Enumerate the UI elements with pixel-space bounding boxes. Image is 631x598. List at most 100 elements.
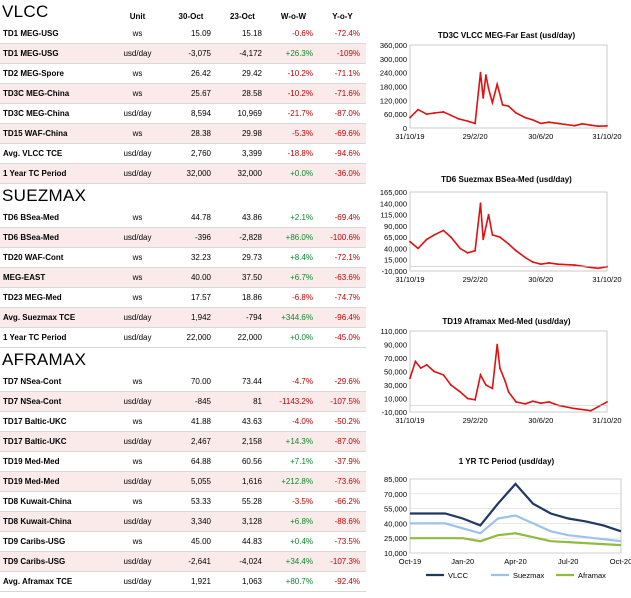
data-point bbox=[524, 403, 527, 405]
section-suezmax: SUEZMAX TD6 BSea-Med ws 44.78 43.86 +2.1% -69.… bbox=[0, 184, 366, 348]
data-point bbox=[496, 343, 499, 346]
yoy-change-cell: -92.4% bbox=[319, 571, 366, 592]
previous-value-cell: -4,024 bbox=[217, 551, 268, 572]
previous-value-cell: 81 bbox=[217, 391, 268, 412]
table-row: TD23 MEG-Med ws 17.57 18.86 -6.8% -74.7% bbox=[0, 287, 366, 308]
data-point bbox=[531, 400, 534, 403]
data-point bbox=[466, 397, 469, 400]
y-tick-label: 70,000 bbox=[384, 354, 407, 363]
previous-value-cell: 43.86 bbox=[217, 208, 268, 228]
table-row: Avg. Suezmax TCE usd/day 1,942 -794 +344.6% -… bbox=[0, 307, 366, 328]
current-value-cell: 40.00 bbox=[165, 267, 217, 288]
previous-value-cell: 29.73 bbox=[217, 247, 268, 268]
data-point bbox=[450, 114, 452, 117]
unit-cell: ws bbox=[110, 83, 165, 104]
data-point bbox=[548, 262, 550, 264]
legend-label: Suezmax bbox=[513, 571, 545, 580]
wow-change-cell: -18.8% bbox=[268, 143, 319, 164]
data-point bbox=[450, 236, 452, 238]
data-point bbox=[487, 87, 490, 90]
x-tick-label: Oct-19 bbox=[399, 557, 422, 566]
data-point bbox=[433, 234, 436, 236]
data-point bbox=[417, 247, 419, 250]
wow-change-cell: -3.5% bbox=[268, 491, 319, 512]
current-value-cell: 45.00 bbox=[165, 531, 217, 552]
table-row: TD3C MEG-China usd/day 8,594 10,969 -21.7% -8… bbox=[0, 103, 366, 124]
previous-value-cell: 29.98 bbox=[217, 123, 268, 144]
unit-cell: ws bbox=[110, 531, 165, 552]
wow-change-cell: -4.0% bbox=[268, 411, 319, 432]
unit-cell: usd/day bbox=[110, 511, 165, 532]
unit-cell: usd/day bbox=[110, 143, 165, 164]
route-cell: Avg. Aframax TCE bbox=[0, 571, 110, 592]
current-value-cell: 5,055 bbox=[165, 471, 217, 492]
yoy-change-cell: -107.5% bbox=[319, 391, 366, 412]
current-value-cell: 25.67 bbox=[165, 83, 217, 104]
previous-value-cell: 3,128 bbox=[217, 511, 268, 532]
previous-value-cell: 15.18 bbox=[217, 24, 268, 44]
y-tick-label: 25,000 bbox=[384, 534, 407, 543]
chart-title: TD3C VLCC MEG-Far East (usd/day) bbox=[438, 31, 576, 40]
chart-title: TD6 Suezmax BSea-Med (usd/day) bbox=[441, 175, 572, 184]
unit-cell: usd/day bbox=[110, 551, 165, 572]
data-point bbox=[515, 112, 517, 114]
yoy-change-cell: -87.0% bbox=[319, 103, 366, 124]
wow-change-cell: +2.1% bbox=[268, 208, 319, 228]
unit-cell: ws bbox=[110, 451, 165, 472]
current-value-cell: 1,921 bbox=[165, 571, 217, 592]
route-cell: TD6 BSea-Med bbox=[0, 227, 110, 248]
current-value-cell: 70.00 bbox=[165, 372, 217, 392]
yoy-change-cell: -73.5% bbox=[319, 531, 366, 552]
series-line-vlcc bbox=[410, 482, 622, 533]
data-point bbox=[409, 116, 411, 119]
unit-cell: ws bbox=[110, 63, 165, 84]
column-header-unit: Unit bbox=[129, 12, 146, 21]
yoy-change-cell: -74.7% bbox=[319, 287, 366, 308]
route-cell: Avg. Suezmax TCE bbox=[0, 307, 110, 328]
unit-cell: usd/day bbox=[110, 431, 165, 452]
wow-change-cell: +7.1% bbox=[268, 451, 319, 472]
yoy-change-cell: -72.1% bbox=[319, 247, 366, 268]
current-value-cell: 53.33 bbox=[165, 491, 217, 512]
chart-title: 1 YR TC Period (usd/day) bbox=[459, 457, 555, 466]
unit-cell: ws bbox=[110, 491, 165, 512]
wow-change-cell: +0.0% bbox=[268, 327, 319, 348]
route-cell: TD15 WAF-China bbox=[0, 123, 110, 144]
y-tick-label: 15,000 bbox=[384, 256, 407, 265]
data-point bbox=[496, 83, 499, 86]
y-tick-label: 90,000 bbox=[384, 222, 407, 231]
previous-value-cell: 44.83 bbox=[217, 531, 268, 552]
chart-title: TD19 Aframax Med-Med (usd/day) bbox=[442, 317, 571, 326]
data-point bbox=[539, 263, 542, 266]
wow-change-cell: -1143.2% bbox=[268, 391, 319, 412]
wow-change-cell: -10.2% bbox=[268, 63, 319, 84]
wow-change-cell: +212.8% bbox=[268, 471, 319, 492]
wow-change-cell: +26.3% bbox=[268, 43, 319, 64]
wow-change-cell: +8.4% bbox=[268, 247, 319, 268]
data-point bbox=[491, 101, 494, 104]
data-point bbox=[459, 390, 461, 393]
data-point bbox=[466, 252, 469, 254]
data-point bbox=[409, 377, 411, 380]
data-point bbox=[539, 402, 542, 405]
data-point bbox=[504, 380, 507, 383]
column-header-yoy: Y-o-Y bbox=[332, 12, 353, 21]
previous-value-cell: 32,000 bbox=[217, 163, 268, 184]
unit-cell: usd/day bbox=[110, 163, 165, 184]
data-point bbox=[581, 122, 584, 125]
column-header-d2: 23-Oct bbox=[230, 12, 255, 21]
table-row: TD9 Caribs-USG ws 45.00 44.83 +0.4% -73.5% bbox=[0, 531, 366, 552]
current-value-cell: 32,000 bbox=[165, 163, 217, 184]
table-row: TD17 Baltic-UKC ws 41.88 43.63 -4.0% -50.2% bbox=[0, 411, 366, 432]
y-tick-label: 10,000 bbox=[384, 395, 407, 404]
data-point bbox=[590, 124, 592, 127]
y-tick-label: 10,000 bbox=[384, 549, 407, 558]
data-point bbox=[450, 384, 452, 386]
plot-area bbox=[409, 44, 608, 129]
section-title: AFRAMAX bbox=[2, 350, 87, 369]
route-cell: TD9 Caribs-USG bbox=[0, 531, 110, 552]
current-value-cell: 41.88 bbox=[165, 411, 217, 432]
y-tick-label: 40,000 bbox=[384, 244, 407, 253]
y-tick-label: -10,000 bbox=[382, 408, 407, 417]
y-tick-label: 140,000 bbox=[380, 199, 407, 208]
